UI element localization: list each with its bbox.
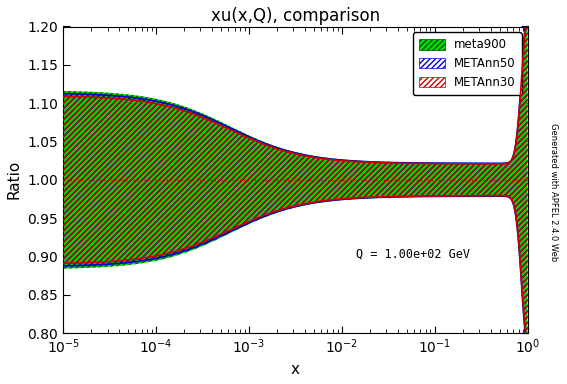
X-axis label: x: x bbox=[291, 362, 300, 377]
Y-axis label: Ratio: Ratio bbox=[7, 160, 22, 199]
Legend: meta900, METAnn50, METAnn30: meta900, METAnn50, METAnn30 bbox=[413, 32, 522, 95]
Text: Q = 1.00e+02 GeV: Q = 1.00e+02 GeV bbox=[356, 247, 470, 260]
Title: xu(x,Q), comparison: xu(x,Q), comparison bbox=[211, 7, 380, 25]
Text: Generated with APFEL 2.4.0 Web: Generated with APFEL 2.4.0 Web bbox=[549, 123, 558, 261]
